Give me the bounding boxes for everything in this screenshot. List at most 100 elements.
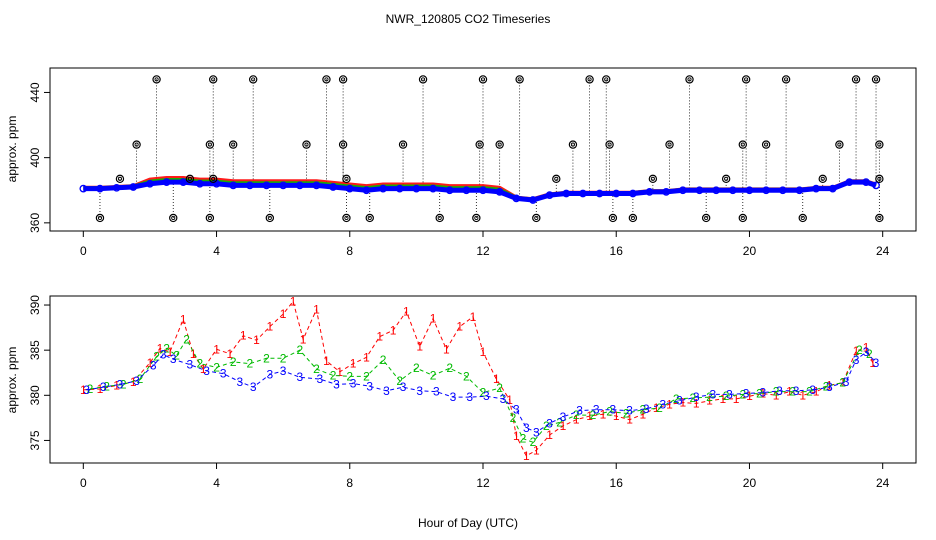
spike-point bbox=[871, 75, 881, 84]
baseline-point bbox=[245, 181, 254, 190]
spike-point bbox=[209, 174, 218, 184]
spike-point bbox=[342, 213, 351, 223]
marks-top bbox=[79, 75, 884, 223]
spike-point-inner bbox=[517, 77, 522, 82]
x-tick-label: 24 bbox=[876, 244, 890, 258]
baseline-point bbox=[595, 189, 604, 198]
series-2-point: 2 bbox=[606, 405, 613, 419]
x-tick-label: 8 bbox=[346, 476, 353, 490]
series-1-point: 1 bbox=[733, 392, 740, 406]
spike-point bbox=[475, 140, 484, 149]
spike-point bbox=[302, 140, 311, 149]
series-1-point: 1 bbox=[167, 345, 174, 359]
series-3-point: 3 bbox=[133, 374, 140, 388]
baseline-point bbox=[579, 189, 587, 198]
series-1-point: 1 bbox=[227, 347, 234, 361]
series-1-point: 1 bbox=[200, 362, 207, 376]
series-3-point: 3 bbox=[693, 390, 700, 404]
x-axis-label: Hour of Day (UTC) bbox=[418, 516, 518, 530]
spike-point bbox=[665, 140, 674, 149]
baseline-point bbox=[129, 183, 138, 191]
series-2-point: 2 bbox=[496, 381, 503, 395]
spike-point bbox=[435, 213, 444, 223]
spike-point bbox=[478, 75, 488, 84]
baseline-point bbox=[345, 184, 354, 193]
series-2-point: 2 bbox=[773, 385, 780, 399]
spike-point-inner bbox=[607, 142, 612, 147]
spike-point bbox=[628, 213, 638, 223]
series-2-point: 2 bbox=[296, 343, 303, 357]
series-2-point: 2 bbox=[556, 415, 563, 429]
x-tick-label: 12 bbox=[476, 244, 490, 258]
baseline-point bbox=[79, 184, 88, 193]
spike-point-inner bbox=[341, 77, 346, 82]
series-2-point: 2 bbox=[673, 392, 680, 406]
series-2-point: 2 bbox=[573, 408, 580, 422]
baseline-point bbox=[162, 178, 171, 186]
spike-point-inner bbox=[820, 176, 825, 181]
baseline-point bbox=[379, 184, 387, 193]
spike-point-inner bbox=[877, 142, 882, 147]
series-2-point: 2 bbox=[363, 369, 370, 383]
series-1-point: 1 bbox=[300, 332, 307, 346]
spike-point bbox=[338, 75, 348, 84]
spike-point-inner bbox=[704, 215, 709, 221]
series-2-point: 2 bbox=[173, 349, 180, 363]
series-2-point: 2 bbox=[510, 411, 517, 425]
series-2-point: 2 bbox=[739, 387, 746, 401]
spike-point bbox=[169, 213, 178, 223]
series-2-point: 2 bbox=[230, 355, 237, 369]
spike-point-inner bbox=[800, 215, 805, 221]
series-3-point: 3 bbox=[316, 372, 323, 386]
series-3-point: 3 bbox=[366, 379, 373, 393]
spike-point bbox=[685, 75, 694, 84]
series-3-point: 3 bbox=[843, 375, 850, 389]
spike-point bbox=[648, 174, 658, 184]
x-tick-label: 16 bbox=[610, 476, 624, 490]
spike-point bbox=[205, 213, 215, 223]
series-2-point: 2 bbox=[856, 343, 863, 357]
baseline-point bbox=[312, 181, 321, 190]
series-3-point: 3 bbox=[333, 377, 340, 391]
series-1-point: 1 bbox=[613, 409, 620, 423]
spike-point bbox=[472, 213, 481, 223]
baseline-point bbox=[629, 189, 637, 198]
series-1-point: 1 bbox=[573, 413, 580, 427]
x-tick-label: 20 bbox=[743, 244, 757, 258]
series-2-point: 2 bbox=[263, 351, 270, 365]
baseline-point bbox=[728, 186, 737, 195]
spike-point bbox=[585, 75, 594, 84]
y-ticks-bottom: 375 380 385 390 bbox=[28, 295, 50, 450]
spike-point bbox=[552, 174, 561, 184]
series-2-point: 2 bbox=[866, 347, 873, 361]
baseline-point bbox=[872, 181, 880, 190]
series-2-point: 2 bbox=[120, 377, 127, 391]
spike-point-inner bbox=[304, 142, 309, 147]
series-3-point: 3 bbox=[709, 387, 716, 401]
chart-title: NWR_120805 CO2 Timeseries bbox=[386, 12, 551, 26]
y-tick-label: 385 bbox=[28, 340, 42, 360]
series-3-point: 3 bbox=[863, 345, 870, 359]
plot-frame-top bbox=[49, 67, 917, 232]
series-3-point: 3 bbox=[350, 377, 357, 391]
series-1-point: 1 bbox=[470, 310, 477, 324]
series-1-point: 1 bbox=[147, 356, 154, 370]
series-3-point: 3 bbox=[150, 359, 157, 373]
series-3-point: 3 bbox=[500, 392, 507, 406]
series-3-point: 3 bbox=[776, 384, 783, 398]
series-2-point: 2 bbox=[280, 351, 287, 365]
spike-point bbox=[95, 213, 105, 223]
baseline-point bbox=[229, 181, 238, 190]
series-2-point: 2 bbox=[413, 361, 420, 375]
baseline-point bbox=[762, 186, 770, 195]
series-2-point: 2 bbox=[530, 435, 537, 449]
spike-point-inner bbox=[570, 142, 575, 147]
spike-point-inner bbox=[630, 215, 635, 221]
baseline-point bbox=[845, 178, 854, 186]
spike-point bbox=[851, 75, 861, 84]
baseline-point bbox=[146, 179, 154, 188]
series-1-point: 1 bbox=[546, 428, 553, 442]
